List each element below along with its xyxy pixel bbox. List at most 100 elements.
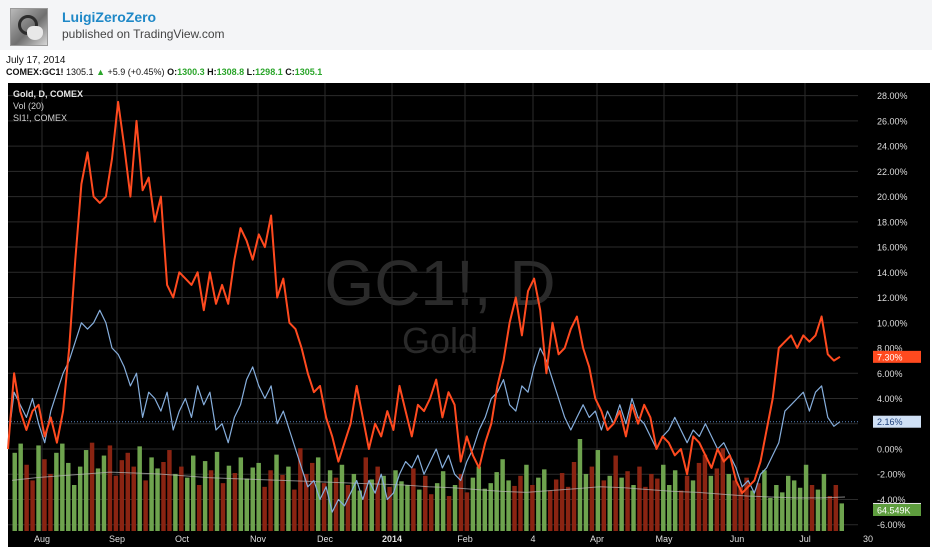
volume-bar bbox=[262, 486, 267, 531]
volume-bar bbox=[458, 473, 464, 531]
volume-bar bbox=[250, 467, 255, 531]
volume-bar bbox=[809, 485, 815, 531]
watermark-name: Gold bbox=[402, 320, 478, 361]
volume-bar bbox=[321, 483, 327, 531]
published-text: published on TradingView.com bbox=[62, 27, 225, 41]
volume-bar bbox=[24, 464, 29, 531]
legend-main: Gold, D, COMEX bbox=[13, 89, 84, 99]
high-label: H: bbox=[207, 67, 217, 77]
y-tick-label: -2.00% bbox=[877, 470, 906, 480]
volume-bar bbox=[137, 446, 142, 531]
author-link[interactable]: LuigiZeroZero bbox=[62, 9, 157, 25]
header-bar: LuigiZeroZero published on TradingView.c… bbox=[0, 0, 932, 50]
volume-bar bbox=[411, 468, 416, 531]
volume-bar bbox=[631, 485, 636, 531]
y-tick-label: 18.00% bbox=[877, 217, 908, 227]
y-tick-label: 24.00% bbox=[877, 142, 908, 152]
quote-change: +5.9 (+0.45%) bbox=[107, 67, 165, 77]
y-tick-label: 22.00% bbox=[877, 167, 908, 177]
quote-last: 1305.1 bbox=[66, 67, 94, 77]
volume-bar bbox=[464, 492, 470, 531]
volume-bar bbox=[244, 478, 249, 531]
volume-bar bbox=[202, 461, 208, 531]
volume-bar bbox=[83, 450, 89, 531]
volume-bar bbox=[434, 483, 440, 531]
volume-bar bbox=[815, 489, 821, 531]
volume-bar bbox=[149, 457, 154, 531]
volume-bar bbox=[488, 483, 493, 531]
volume-bar bbox=[786, 475, 791, 531]
silver-value-tag-box bbox=[873, 350, 921, 363]
volume-bar bbox=[107, 445, 113, 531]
volume-bar bbox=[738, 486, 743, 531]
volume-bar bbox=[292, 489, 297, 531]
volume-bar bbox=[36, 445, 41, 531]
volume-bar bbox=[12, 452, 17, 531]
volume-bar bbox=[161, 462, 166, 531]
volume-bar bbox=[167, 450, 172, 531]
volume-bar bbox=[649, 473, 654, 531]
volume-bar bbox=[661, 464, 666, 531]
volume-bar bbox=[667, 485, 672, 531]
volume-bar bbox=[286, 466, 291, 531]
volume-bar bbox=[369, 479, 374, 531]
avatar[interactable] bbox=[10, 8, 48, 46]
quote-line: COMEX:GC1! 1305.1 ▲ +5.9 (+0.45%) O:1300… bbox=[6, 67, 322, 77]
volume-bar bbox=[113, 475, 119, 531]
volume-bar bbox=[72, 485, 77, 531]
x-tick-label: Jul bbox=[799, 534, 811, 544]
volume-bar bbox=[762, 470, 767, 531]
volume-bar bbox=[524, 464, 529, 531]
volume-bar bbox=[381, 475, 386, 531]
x-tick-label: Apr bbox=[590, 534, 604, 544]
volume-bar bbox=[684, 475, 690, 531]
x-tick-label: 4 bbox=[530, 534, 535, 544]
volume-bar bbox=[66, 462, 71, 531]
chart-area[interactable]: 28.00% 26.00% 24.00% 22.00% 20.00% 18.00% 16.0… bbox=[0, 80, 932, 550]
open-value: 1300.3 bbox=[177, 67, 205, 77]
y-tick-label: 28.00% bbox=[877, 91, 908, 101]
volume-bar bbox=[48, 473, 53, 531]
volume-bar bbox=[530, 485, 535, 531]
volume-bar bbox=[125, 452, 130, 531]
volume-bar bbox=[131, 466, 136, 531]
low-value: 1298.1 bbox=[255, 67, 283, 77]
x-tick-label: 2014 bbox=[382, 534, 402, 544]
low-label: L: bbox=[246, 67, 256, 77]
y-tick-label: -6.00% bbox=[877, 520, 906, 530]
volume-bar bbox=[304, 473, 309, 531]
volume-bar bbox=[518, 475, 523, 531]
volume-bar bbox=[482, 488, 487, 531]
volume-bar bbox=[351, 473, 357, 531]
volume-bar bbox=[553, 479, 559, 531]
volume-bar bbox=[797, 487, 803, 531]
volume-bar bbox=[565, 486, 571, 531]
volume-bar bbox=[625, 471, 630, 531]
x-tick-label: May bbox=[655, 534, 673, 544]
y-tick-label: 12.00% bbox=[877, 293, 908, 303]
volume-bar bbox=[548, 490, 553, 531]
silver-series-line bbox=[7, 100, 841, 495]
volume-bar bbox=[774, 485, 779, 531]
volume-bar bbox=[690, 480, 696, 531]
volume-bar bbox=[720, 448, 725, 531]
volume-bar bbox=[339, 464, 345, 531]
x-tick-label: Oct bbox=[175, 534, 190, 544]
volume-bar bbox=[191, 455, 196, 531]
volume-bar bbox=[655, 478, 660, 531]
volume-ma-line bbox=[11, 471, 846, 499]
volume-bar bbox=[185, 477, 190, 531]
volume-bar bbox=[601, 480, 606, 531]
watermark-symbol: GC1!, D bbox=[324, 247, 555, 319]
y-axis-panel bbox=[858, 83, 930, 531]
volume-bar bbox=[18, 443, 23, 531]
volume-bar bbox=[696, 462, 702, 531]
volume-bar bbox=[470, 477, 476, 531]
chart-svg[interactable]: 28.00% 26.00% 24.00% 22.00% 20.00% 18.00% 16.0… bbox=[0, 80, 932, 550]
volume-bar bbox=[827, 496, 833, 531]
volume-bar bbox=[791, 480, 797, 531]
volume-bar bbox=[542, 469, 547, 531]
close-label: C: bbox=[285, 67, 295, 77]
volume-bar bbox=[512, 485, 517, 531]
volume-bar bbox=[494, 472, 499, 531]
